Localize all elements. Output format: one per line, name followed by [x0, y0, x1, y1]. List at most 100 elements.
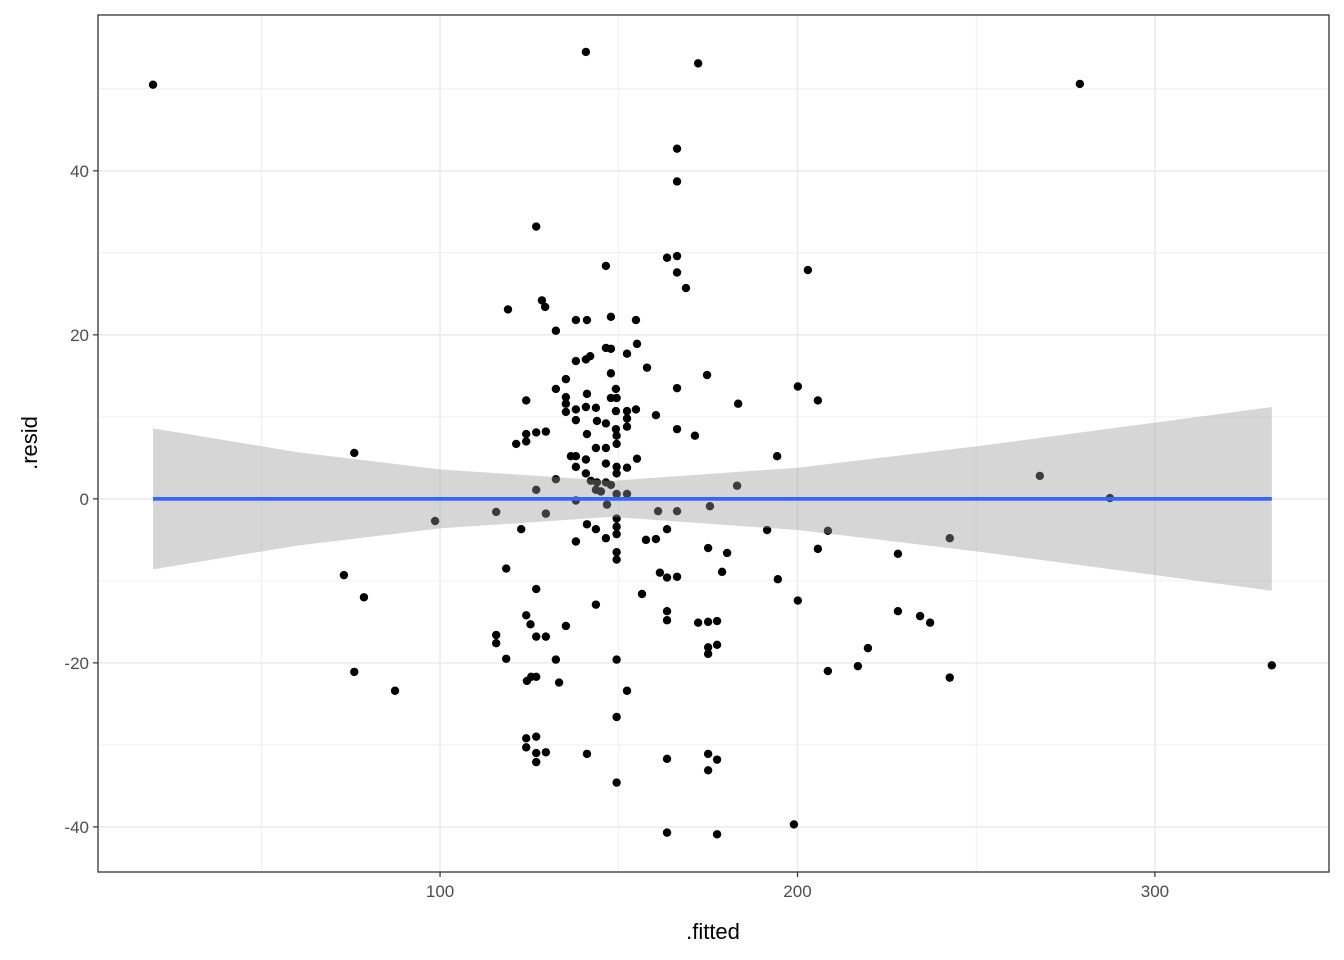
data-point — [773, 575, 783, 584]
data-point — [602, 500, 612, 509]
data-point — [612, 655, 621, 664]
data-point — [793, 596, 803, 605]
x-tick-label: 200 — [783, 882, 811, 901]
data-point — [522, 743, 531, 752]
data-point — [606, 312, 616, 321]
data-point — [622, 406, 632, 416]
data-point — [772, 452, 782, 461]
data-point — [813, 544, 823, 554]
data-point — [491, 630, 501, 640]
data-point — [703, 543, 713, 553]
data-point — [622, 422, 632, 431]
data-point — [571, 315, 581, 325]
data-point — [703, 617, 713, 627]
y-tick-label: -40 — [64, 818, 89, 837]
data-point — [571, 537, 581, 546]
data-point — [612, 462, 621, 472]
data-point — [571, 356, 581, 366]
data-point — [532, 428, 541, 437]
data-point — [631, 315, 641, 325]
data-point — [693, 59, 703, 68]
data-point — [703, 766, 713, 775]
data-point — [541, 748, 551, 757]
data-point — [522, 437, 531, 446]
data-point — [733, 399, 743, 408]
data-point — [541, 427, 551, 436]
data-point — [672, 268, 682, 277]
data-point — [732, 481, 742, 490]
data-point — [592, 416, 602, 426]
data-point — [571, 405, 581, 414]
data-point — [612, 489, 621, 499]
data-point — [561, 407, 571, 417]
data-point — [532, 485, 541, 495]
x-tick-label: 100 — [426, 882, 454, 901]
data-point — [591, 403, 601, 413]
data-point — [541, 632, 551, 641]
data-point — [662, 253, 672, 262]
data-point — [581, 455, 591, 464]
data-point — [601, 459, 611, 468]
data-point — [622, 349, 632, 358]
data-point — [606, 369, 616, 378]
data-point — [591, 600, 601, 609]
data-point — [925, 618, 935, 627]
data-point — [517, 525, 526, 534]
data-point — [653, 506, 663, 516]
data-point — [915, 611, 925, 621]
data-point — [503, 305, 513, 314]
data-point — [561, 374, 571, 384]
data-point — [612, 778, 621, 787]
data-point — [596, 487, 606, 496]
data-point — [893, 607, 903, 616]
data-point — [359, 593, 369, 602]
data-point — [522, 734, 531, 743]
data-point — [532, 748, 541, 758]
data-point — [655, 568, 665, 577]
data-point — [1267, 661, 1277, 670]
data-point — [591, 443, 601, 453]
data-point — [430, 516, 440, 526]
data-point — [681, 283, 691, 293]
data-point — [662, 607, 672, 616]
data-point — [632, 454, 642, 463]
data-point — [501, 564, 511, 573]
data-point — [601, 443, 611, 453]
data-point — [611, 406, 621, 416]
data-point — [1075, 79, 1085, 89]
data-point — [703, 749, 713, 759]
data-point — [551, 384, 561, 394]
data-point — [672, 177, 682, 186]
data-point — [566, 452, 576, 461]
data-point — [622, 686, 632, 695]
data-point — [522, 396, 531, 405]
data-point — [511, 439, 521, 449]
data-point — [582, 429, 592, 439]
data-point — [622, 489, 632, 499]
data-point — [789, 820, 799, 829]
data-point — [532, 222, 541, 231]
data-point — [571, 415, 581, 425]
data-point — [582, 315, 592, 325]
data-point — [390, 686, 400, 695]
data-point — [491, 507, 501, 517]
data-point — [612, 547, 621, 557]
data-point — [606, 480, 616, 490]
data-point — [491, 638, 501, 648]
data-point — [703, 643, 713, 652]
data-point — [612, 431, 621, 440]
data-point — [532, 632, 541, 641]
data-point — [554, 678, 564, 687]
data-point — [537, 296, 547, 305]
data-point — [561, 392, 571, 402]
data-point — [641, 535, 651, 545]
data-point — [601, 419, 611, 428]
data-point — [712, 830, 722, 839]
data-point — [863, 643, 873, 653]
data-point — [672, 506, 682, 516]
points — [148, 47, 1277, 839]
data-point — [651, 534, 661, 544]
data-point — [662, 828, 672, 837]
data-point — [339, 570, 349, 580]
